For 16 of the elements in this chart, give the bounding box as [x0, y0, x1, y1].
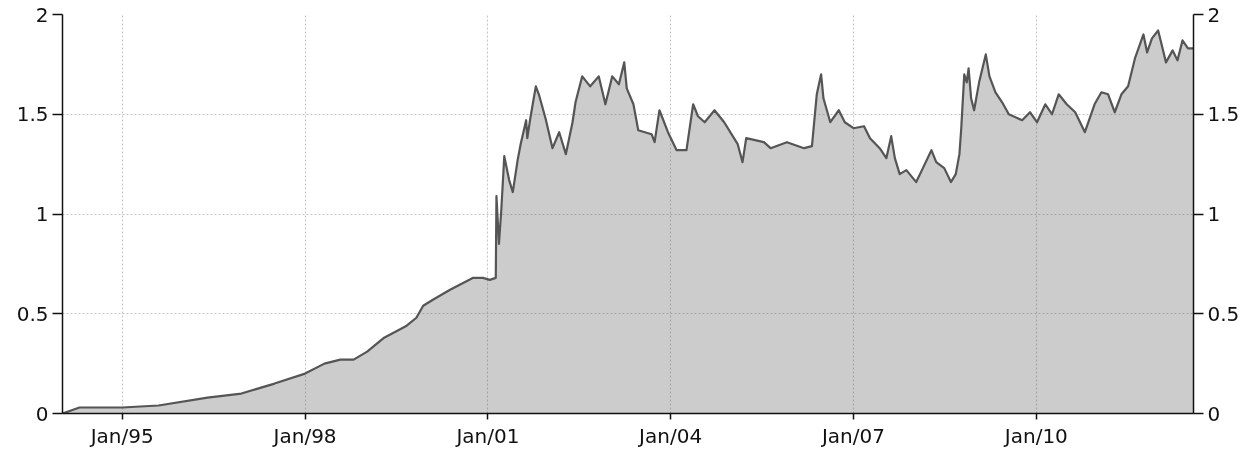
y2-tick-label: 1.5: [1207, 102, 1240, 127]
y2-tick-label: 1: [1207, 202, 1221, 226]
x-tick-label: Jan/01: [454, 423, 520, 448]
y-tick-label: 0.5: [16, 301, 49, 326]
x-tick-label: Jan/95: [88, 423, 154, 448]
x-tick-label: Jan/04: [637, 423, 703, 448]
y-tick-label: 1.5: [16, 102, 49, 127]
y2-tick-label: 0.5: [1207, 301, 1240, 326]
y2-tick-label: 2: [1207, 2, 1221, 27]
x-tick-label: Jan/07: [819, 423, 886, 448]
y-tick-label: 0: [35, 401, 49, 426]
y2-tick-label: 0: [1207, 401, 1221, 426]
y-tick-label: 1: [35, 202, 49, 226]
y-tick-label: 2: [35, 2, 49, 27]
x-tick-label: Jan/98: [271, 423, 337, 448]
x-tick-label: Jan/10: [1002, 423, 1068, 448]
